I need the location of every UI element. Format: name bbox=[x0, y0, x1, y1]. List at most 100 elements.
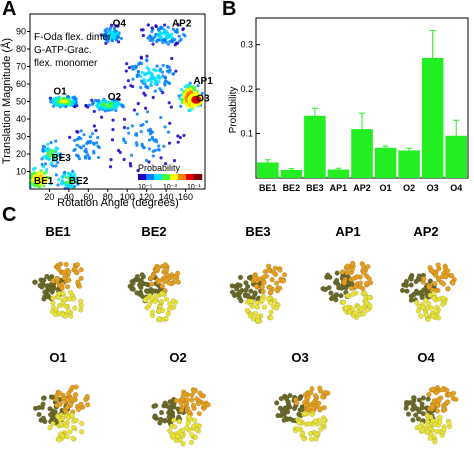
residue bbox=[426, 391, 432, 398]
density-point bbox=[55, 160, 60, 165]
residue bbox=[67, 429, 73, 435]
density-point bbox=[73, 172, 77, 176]
density-point bbox=[62, 99, 66, 103]
density-point bbox=[45, 167, 49, 172]
residue bbox=[426, 284, 432, 290]
density-point bbox=[115, 31, 119, 35]
residue bbox=[229, 289, 236, 295]
residue bbox=[308, 390, 314, 396]
density-point bbox=[63, 186, 67, 190]
residue bbox=[69, 384, 76, 391]
residue bbox=[277, 267, 283, 273]
density-point bbox=[59, 152, 63, 156]
density-point bbox=[134, 133, 138, 137]
residue bbox=[268, 289, 274, 296]
heatmap-legend-line: G-ATP-Grac. bbox=[34, 45, 92, 56]
density-point bbox=[56, 147, 60, 151]
residue bbox=[434, 402, 441, 408]
residue bbox=[314, 431, 320, 438]
residue bbox=[432, 281, 438, 287]
residue bbox=[50, 295, 56, 301]
residue bbox=[158, 298, 164, 305]
y-tick-label: 90 bbox=[16, 27, 26, 37]
residue bbox=[139, 272, 145, 278]
x-tick-label: 60 bbox=[83, 192, 93, 202]
density-point bbox=[161, 63, 165, 68]
structure-label: AP2 bbox=[413, 224, 439, 239]
density-point bbox=[138, 61, 142, 65]
heatmap-state-labels: O4 AP2 AP1 O3 O1 O2 BE3 BE1 BE2 bbox=[34, 18, 213, 187]
density-point bbox=[163, 23, 167, 27]
density-point bbox=[151, 76, 155, 80]
density-point bbox=[92, 124, 96, 128]
residue bbox=[75, 279, 81, 285]
residue bbox=[52, 311, 58, 318]
residue bbox=[273, 305, 280, 311]
density-point bbox=[135, 73, 139, 77]
density-point bbox=[68, 135, 72, 139]
residue bbox=[441, 281, 447, 287]
residue bbox=[163, 296, 170, 302]
density-point bbox=[176, 134, 180, 138]
density-point bbox=[150, 130, 154, 134]
density-point bbox=[157, 80, 161, 84]
residue bbox=[229, 283, 235, 289]
density-point bbox=[121, 103, 125, 108]
residue bbox=[156, 316, 162, 322]
density-point bbox=[168, 121, 172, 125]
density-point bbox=[113, 100, 118, 105]
density-point bbox=[166, 25, 170, 29]
residue bbox=[64, 423, 70, 429]
residue bbox=[296, 420, 302, 426]
residue bbox=[52, 409, 58, 415]
residue bbox=[283, 395, 289, 401]
residue bbox=[162, 262, 169, 268]
density-point bbox=[151, 36, 155, 41]
density-point bbox=[160, 70, 164, 74]
density-point bbox=[67, 102, 71, 106]
residue bbox=[364, 307, 370, 313]
density-point bbox=[39, 169, 43, 173]
density-point bbox=[63, 170, 67, 175]
colorbar-tick: 10⁻⁵ bbox=[138, 184, 152, 191]
density-point bbox=[175, 41, 180, 45]
residue bbox=[296, 411, 302, 417]
residue bbox=[344, 263, 350, 269]
residue bbox=[78, 401, 84, 407]
density-point bbox=[76, 154, 80, 158]
density-point bbox=[173, 38, 177, 42]
density-point bbox=[60, 179, 64, 183]
residue bbox=[78, 298, 84, 304]
density-point bbox=[126, 126, 130, 130]
density-point bbox=[50, 160, 54, 165]
residue bbox=[439, 387, 445, 393]
density-point bbox=[151, 42, 155, 46]
residue bbox=[433, 308, 439, 314]
residue bbox=[259, 284, 265, 290]
density-point bbox=[106, 39, 110, 43]
residue bbox=[195, 401, 201, 407]
bar-x-tick-label: BE1 bbox=[259, 183, 277, 193]
density-point bbox=[196, 83, 200, 88]
density-point bbox=[131, 67, 135, 71]
density-point bbox=[75, 143, 79, 147]
residue bbox=[269, 277, 275, 283]
density-point bbox=[61, 97, 65, 101]
residue bbox=[341, 299, 347, 305]
residue bbox=[423, 312, 429, 318]
density-point bbox=[64, 175, 69, 179]
residue bbox=[188, 439, 195, 446]
density-point bbox=[101, 33, 106, 37]
residue bbox=[411, 403, 417, 409]
density-point bbox=[129, 153, 134, 157]
density-point bbox=[51, 164, 55, 168]
residue bbox=[66, 277, 72, 283]
density-point bbox=[129, 164, 133, 168]
residue bbox=[159, 290, 165, 297]
density-point bbox=[33, 171, 37, 175]
density-point bbox=[108, 30, 112, 34]
residue bbox=[419, 404, 426, 411]
density-point bbox=[147, 67, 151, 71]
residue bbox=[343, 305, 349, 311]
residue bbox=[65, 396, 71, 403]
